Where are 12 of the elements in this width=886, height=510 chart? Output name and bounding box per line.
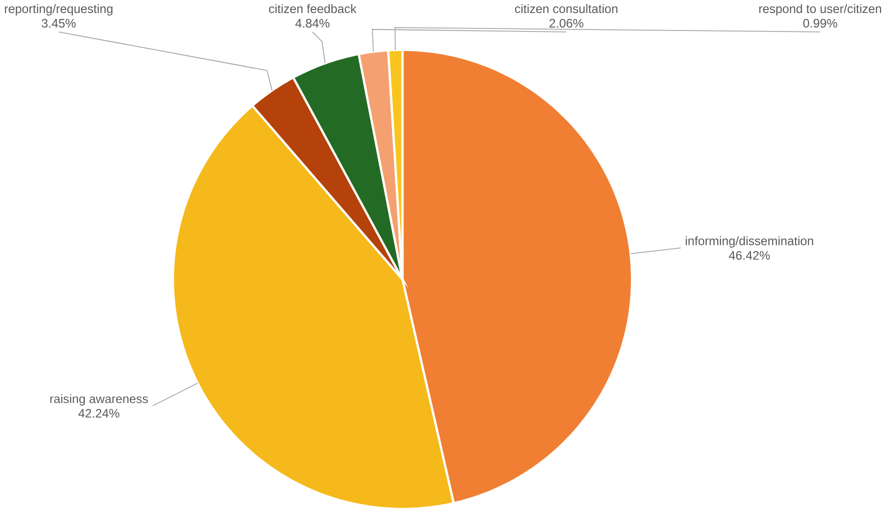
- data-label: 4.84%: [295, 18, 330, 28]
- data-label: 3.45%: [42, 18, 76, 28]
- data-label: 0.99%: [803, 18, 838, 28]
- slice-label: informing/dissemination: [686, 236, 814, 248]
- data-label: 42.24%: [78, 408, 120, 418]
- slice-label: raising awareness: [50, 394, 148, 406]
- data-label: 46.42%: [728, 251, 770, 260]
- slice-label: citizen consultation: [515, 4, 618, 14]
- slice-label: citizen feedback: [269, 4, 357, 14]
- slice-label: reporting/requesting: [4, 4, 112, 16]
- data-label: 2.06%: [550, 18, 584, 28]
- slice-label: respond to user/citizen: [759, 4, 882, 16]
